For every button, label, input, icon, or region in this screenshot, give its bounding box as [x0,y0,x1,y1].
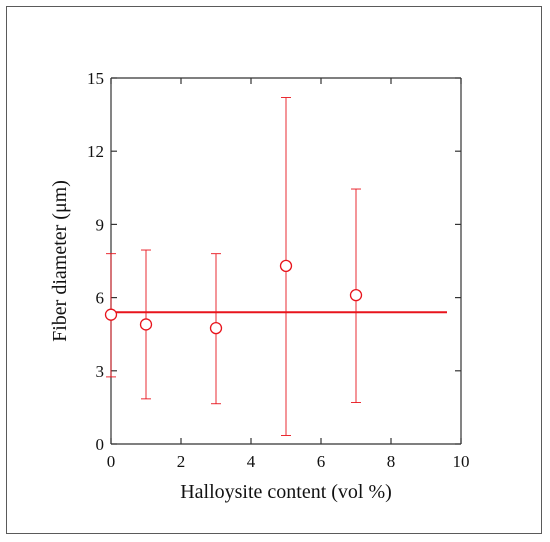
error-bars [106,97,361,436]
data-points [104,259,363,335]
y-axis-title: Fiber diameter (μm) [49,180,71,342]
x-axis-title: Halloysite content (vol %) [180,481,392,503]
y-tick-label: 15 [87,69,104,88]
y-tick-label: 6 [96,289,105,308]
x-tick-label: 0 [107,452,116,471]
data-point [104,308,118,321]
x-tick-label: 8 [387,452,396,471]
data-point [279,259,293,273]
y-tick-label: 9 [96,215,105,234]
y-ticks: 0 3 6 9 12 15 [87,69,461,454]
x-tick-label: 4 [247,452,256,471]
data-point [139,318,153,331]
y-tick-label: 0 [96,435,105,454]
y-tick-label: 3 [96,362,105,381]
plot-area: 0 2 4 6 8 10 0 3 6 9 12 15 [87,69,470,471]
data-point [209,321,223,335]
data-point [349,289,363,302]
x-tick-label: 10 [453,452,470,471]
y-tick-label: 12 [87,142,104,161]
x-tick-label: 6 [317,452,326,471]
figure-frame [6,6,542,534]
x-ticks: 0 2 4 6 8 10 [107,78,470,471]
x-tick-label: 2 [177,452,186,471]
